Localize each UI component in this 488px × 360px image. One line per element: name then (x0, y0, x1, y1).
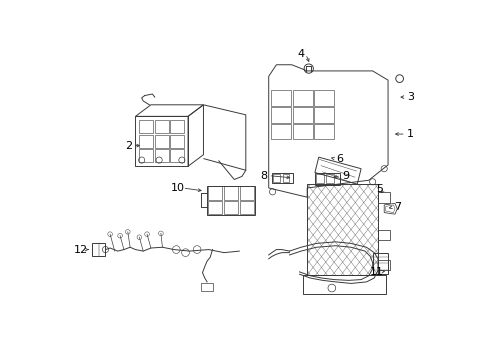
Bar (313, 107, 333, 122)
Bar (91, 243, 105, 256)
Bar (292, 107, 312, 122)
Bar (201, 283, 213, 291)
Bar (377, 260, 389, 270)
Text: 6: 6 (335, 154, 343, 164)
Bar (139, 149, 153, 162)
Text: 2: 2 (125, 141, 132, 150)
Bar (139, 120, 153, 133)
Bar (224, 201, 238, 214)
Text: 9: 9 (342, 171, 348, 181)
Text: 5: 5 (375, 184, 382, 194)
Bar (292, 124, 312, 139)
Bar (313, 124, 333, 139)
Bar (377, 192, 389, 203)
Bar (377, 230, 389, 240)
Text: 7: 7 (393, 202, 400, 212)
Bar (326, 174, 333, 183)
Bar (170, 149, 184, 162)
Text: 3: 3 (406, 92, 413, 102)
Bar (270, 107, 290, 122)
Text: 1: 1 (406, 129, 413, 139)
Bar (271, 172, 293, 183)
Bar (170, 120, 184, 133)
Bar (239, 201, 254, 214)
Bar (273, 174, 280, 182)
Bar (314, 172, 339, 185)
Text: 11: 11 (369, 267, 383, 277)
Bar (155, 120, 168, 133)
Bar (292, 90, 312, 105)
Bar (139, 135, 153, 148)
Text: 8: 8 (260, 171, 267, 181)
Bar (270, 124, 290, 139)
Bar (316, 174, 324, 183)
Bar (239, 186, 254, 199)
Bar (270, 90, 290, 105)
Text: 10: 10 (170, 183, 184, 193)
Bar (155, 135, 168, 148)
Text: 12: 12 (74, 244, 88, 255)
Text: 4: 4 (297, 49, 304, 59)
Bar (155, 149, 168, 162)
Bar (282, 174, 289, 182)
Bar (306, 184, 377, 275)
Bar (224, 186, 238, 199)
Bar (207, 201, 222, 214)
Bar (207, 186, 254, 215)
Bar (207, 186, 222, 199)
Bar (313, 90, 333, 105)
Bar (170, 135, 184, 148)
